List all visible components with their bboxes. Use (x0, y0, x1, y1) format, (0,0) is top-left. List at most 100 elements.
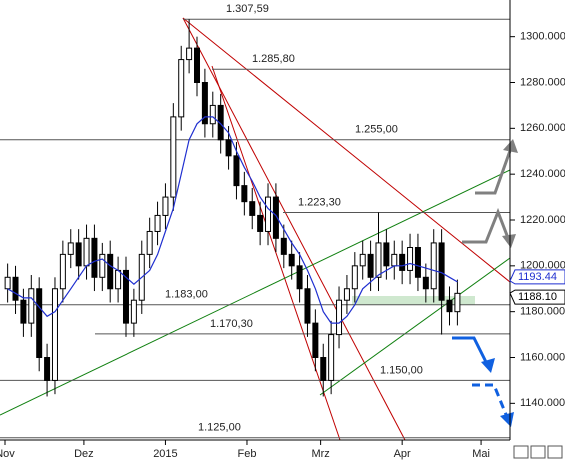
level-label: 1.307,59 (226, 3, 269, 15)
candle-body (359, 253, 366, 267)
y-tick-label: 1240.000 (520, 168, 565, 180)
candle-body (430, 242, 437, 290)
candle-body (241, 185, 248, 203)
x-tick-label: Nov (0, 448, 15, 460)
candle-body (67, 242, 74, 255)
candle-body (99, 253, 106, 278)
candle-body (414, 247, 421, 278)
price-tag (509, 269, 565, 285)
x-tick-label: Dez (74, 448, 94, 460)
candle-body (288, 253, 295, 267)
level-label: 1.170,30 (210, 318, 253, 330)
candle-body (130, 299, 137, 324)
candle-body (438, 242, 445, 301)
x-tick-label: 2015 (153, 448, 177, 460)
candle-body (351, 265, 358, 290)
scenario-arrows (452, 139, 518, 427)
arrowhead (502, 234, 516, 248)
arrow (462, 207, 510, 244)
candle-body (44, 357, 51, 381)
level-label: 1.125,00 (198, 422, 241, 434)
trend-line (319, 257, 511, 396)
candle-body (115, 269, 122, 290)
moving-average (7, 116, 458, 324)
zoom-button[interactable] (513, 445, 529, 459)
candle-body (36, 288, 43, 358)
candle-body (336, 299, 343, 336)
candle-body (375, 242, 382, 278)
candle-body (209, 104, 216, 125)
candle-body (407, 247, 414, 271)
level-label: 1.255,00 (355, 124, 398, 136)
arrowhead (481, 358, 495, 373)
trend-line (0, 169, 511, 416)
candle-body (91, 237, 98, 278)
candle-body (20, 299, 27, 324)
pan-button[interactable] (530, 445, 546, 459)
x-tick-label: Mrz (311, 448, 329, 460)
level-label: 1.285,80 (252, 53, 295, 65)
candle-body (217, 104, 224, 141)
support-zone (352, 296, 475, 305)
candle-body (170, 116, 177, 198)
candle-body (122, 269, 129, 324)
y-tick-label: 1140.000 (520, 397, 565, 409)
candle-body (399, 253, 406, 271)
level-label: 1.183,00 (165, 289, 208, 301)
y-tick-label: 1160.000 (520, 351, 565, 363)
y-tick-label: 1180.000 (520, 306, 565, 318)
arrow (472, 383, 509, 418)
candle-body (249, 201, 256, 216)
candle-body (304, 288, 311, 324)
candle-body (343, 288, 350, 301)
y-tick-label: 1260.000 (520, 122, 565, 134)
candle-body (328, 334, 335, 381)
candle-body (391, 253, 398, 267)
trend-line (182, 17, 511, 283)
candle-body (422, 276, 429, 290)
candle-body (225, 139, 232, 157)
candle-body (454, 292, 461, 313)
candle-body (280, 237, 287, 255)
candle-body (28, 288, 35, 324)
candle-body (272, 196, 279, 239)
price-tag-label: 1193.44 (518, 271, 557, 283)
arrow (475, 147, 513, 195)
candle-body (186, 47, 193, 61)
toolbar (513, 445, 563, 459)
candle-body (154, 214, 161, 232)
candle-body (312, 322, 319, 358)
level-label: 1.223,30 (298, 196, 341, 208)
y-tick-label: 1280.000 (520, 76, 565, 88)
candle-body (446, 299, 453, 313)
x-tick-label: Feb (237, 448, 256, 460)
y-tick-label: 1220.000 (520, 214, 565, 226)
candle-body (257, 214, 264, 232)
candle-body (4, 276, 11, 290)
chart-type-button[interactable] (547, 445, 563, 459)
candle-body (201, 82, 208, 125)
price-tag (509, 289, 565, 305)
candle-body (83, 237, 90, 267)
candle-body (59, 253, 66, 290)
candle-body (162, 196, 169, 216)
y-tick-label: 1200.000 (520, 260, 565, 272)
plot: 1.307,59 1.285,80 1.255,00 1.223,30 1.183,00… (0, 3, 510, 439)
x-tick-label: Apr (394, 448, 411, 460)
candle-body (51, 288, 58, 381)
trend-line (211, 65, 341, 441)
candle-body (12, 276, 19, 301)
x-tick-label: Mai (472, 448, 490, 460)
candle-body (265, 196, 272, 232)
arrow (452, 336, 489, 365)
candle-body (320, 357, 327, 381)
candle-body (367, 253, 374, 278)
candle-body (178, 59, 185, 118)
candle-body (146, 230, 153, 255)
candle-body (296, 265, 303, 290)
candle-body (75, 242, 82, 267)
y-tick-label: 1300.000 (520, 31, 565, 43)
level-label: 1.150,00 (380, 364, 423, 376)
candle-body (233, 155, 240, 187)
